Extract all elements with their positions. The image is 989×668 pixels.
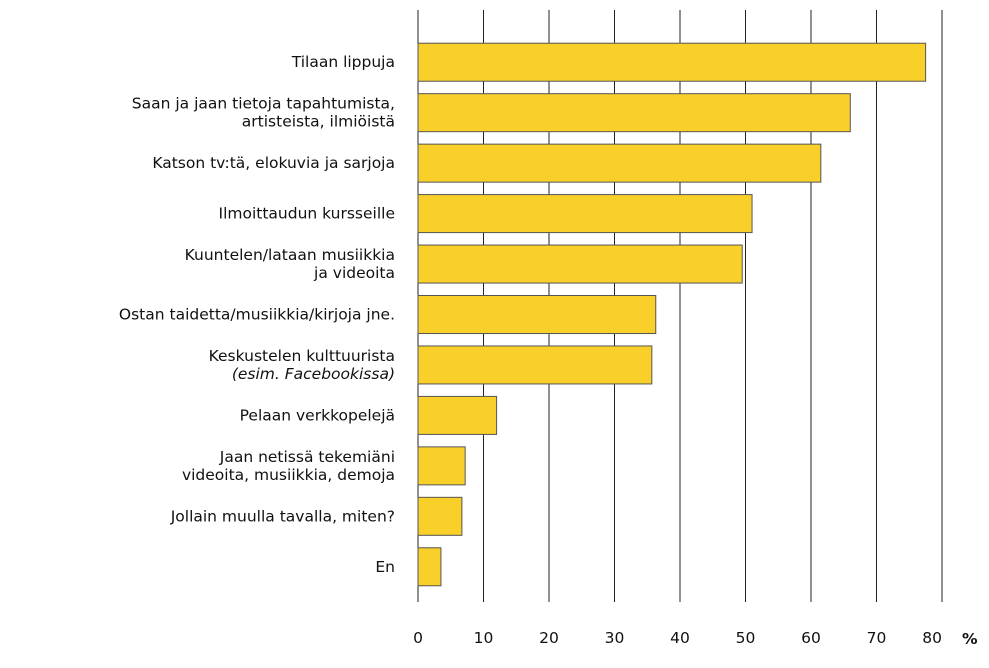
x-tick-label: 20	[539, 629, 559, 647]
bar	[417, 244, 743, 284]
bar	[417, 345, 653, 385]
y-tick-label: Ilmoittaudun kursseille	[219, 205, 396, 223]
x-tick-label: 60	[801, 629, 821, 647]
y-tick-label: En	[375, 558, 395, 576]
y-tick-label: Tilaan lippuja	[291, 53, 395, 71]
x-tick-label: 30	[605, 629, 625, 647]
y-tick-label: Keskustelen kulttuurista (esim. Facebooki…	[209, 347, 395, 383]
bar	[417, 93, 851, 133]
y-tick-label: Ostan taidetta/musiikkia/kirjoja jne.	[119, 306, 395, 324]
bar	[417, 496, 463, 536]
x-tick-label: 50	[736, 629, 756, 647]
y-tick-label: Kuuntelen/lataan musiikkia ja videoita	[185, 246, 395, 282]
y-tick-label: Saan ja jaan tietoja tapahtumista, artist…	[132, 95, 395, 131]
bar	[417, 295, 657, 334]
y-tick-label: Jollain muulla tavalla, miten?	[170, 507, 395, 525]
bar	[417, 143, 822, 183]
x-axis-label: %	[962, 630, 978, 648]
x-tick-label: 10	[474, 629, 494, 647]
y-tick-label: Katson tv:tä, elokuvia ja sarjoja	[152, 154, 395, 172]
bar	[417, 42, 927, 82]
y-tick-label: Jaan netissä tekemiäni videoita, musiikki…	[182, 448, 395, 484]
bar	[417, 395, 498, 435]
x-tick-label: 70	[867, 629, 887, 647]
bar	[417, 194, 753, 234]
x-tick-label: 80	[922, 629, 942, 647]
x-tick-label: 40	[670, 629, 690, 647]
bar	[417, 547, 442, 587]
bar	[417, 446, 466, 486]
y-tick-label: Pelaan verkkopelejä	[240, 406, 395, 424]
x-tick-label: 0	[413, 629, 423, 647]
